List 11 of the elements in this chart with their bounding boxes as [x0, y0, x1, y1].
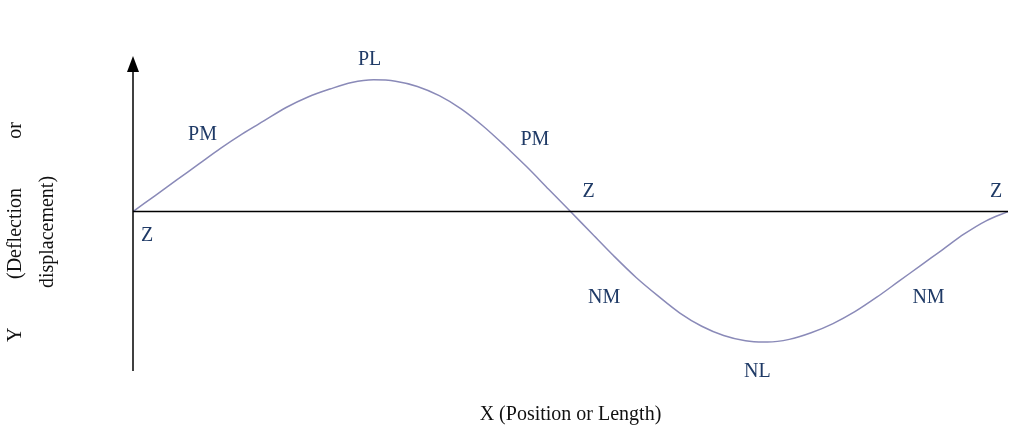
annotation: NM	[588, 284, 621, 307]
annotation: Z	[140, 222, 154, 245]
annotation: Z	[582, 178, 595, 201]
annotation: Z	[989, 178, 1003, 201]
text: NL	[744, 359, 771, 382]
annotation: PM	[520, 126, 550, 149]
text: PL	[357, 47, 382, 70]
annotation: NM	[912, 284, 945, 307]
x-axis-title: X (Position or Length)	[479, 402, 662, 426]
y-axis-title: Y (Deflection or displacement)	[2, 122, 59, 342]
annotation: PM	[188, 121, 218, 144]
